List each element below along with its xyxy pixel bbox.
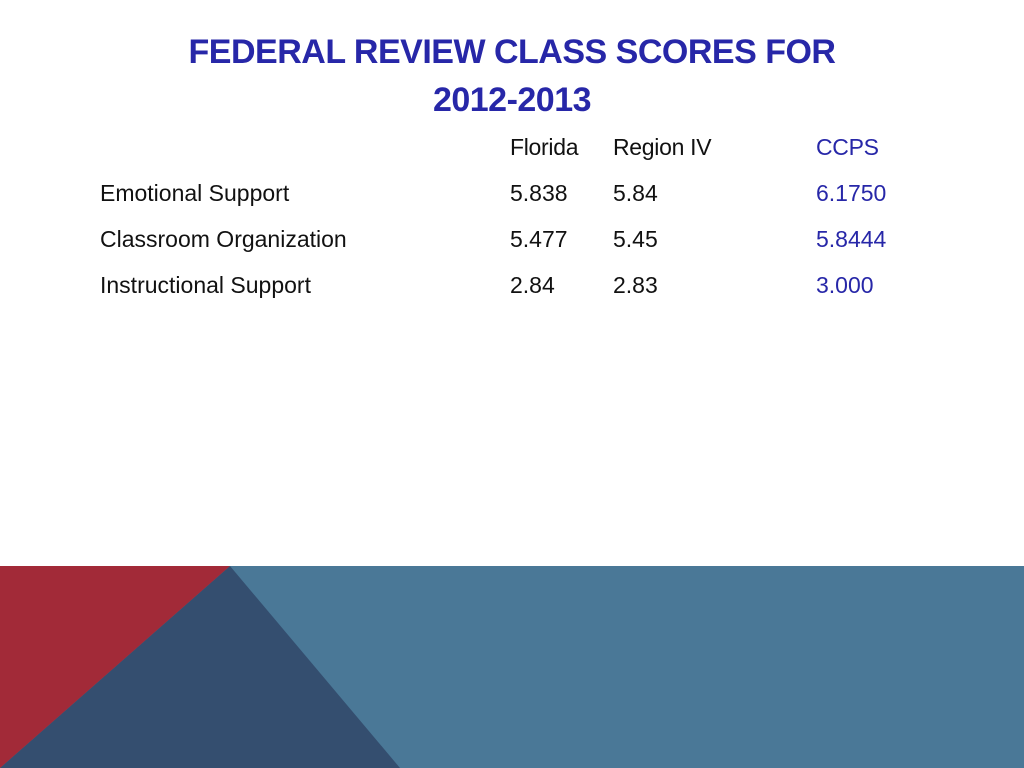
florida-value: 5.477 xyxy=(510,225,568,252)
footer-red-triangle xyxy=(0,566,230,768)
table-row: Instructional Support 2.84 2.83 3.000 xyxy=(100,262,936,308)
header-blank xyxy=(100,124,510,170)
title-line-2: 2012-2013 xyxy=(432,81,592,119)
ccps-value: 5.8444 xyxy=(816,225,887,252)
title-line-1: FEDERAL REVIEW CLASS SCORES FOR xyxy=(188,33,836,71)
footer-decoration xyxy=(0,566,1024,768)
table-row: Classroom Organization 5.477 5.45 5.8444 xyxy=(100,216,936,262)
row-label: Classroom Organization xyxy=(100,225,347,252)
ccps-value: 6.1750 xyxy=(816,179,887,206)
table-row: Emotional Support 5.838 5.84 6.1750 xyxy=(100,170,936,216)
slide-title: FEDERAL REVIEW CLASS SCORES FOR 2012-201… xyxy=(0,28,1024,124)
region-iv-value: 5.84 xyxy=(613,179,658,206)
table-header-row: Florida Region IV CCPS xyxy=(100,124,936,170)
footer-navy-triangle xyxy=(0,566,400,768)
florida-value: 5.838 xyxy=(510,179,568,206)
header-ccps: CCPS xyxy=(816,133,879,160)
header-region-iv: Region IV xyxy=(613,133,712,160)
row-label: Emotional Support xyxy=(100,179,290,206)
row-label: Instructional Support xyxy=(100,271,311,298)
region-iv-value: 2.83 xyxy=(613,271,658,298)
ccps-value: 3.000 xyxy=(816,271,874,298)
florida-value: 2.84 xyxy=(510,271,555,298)
region-iv-value: 5.45 xyxy=(613,225,658,252)
scores-table: Florida Region IV CCPS Emotional Support… xyxy=(100,124,936,308)
header-florida: Florida xyxy=(510,133,579,160)
